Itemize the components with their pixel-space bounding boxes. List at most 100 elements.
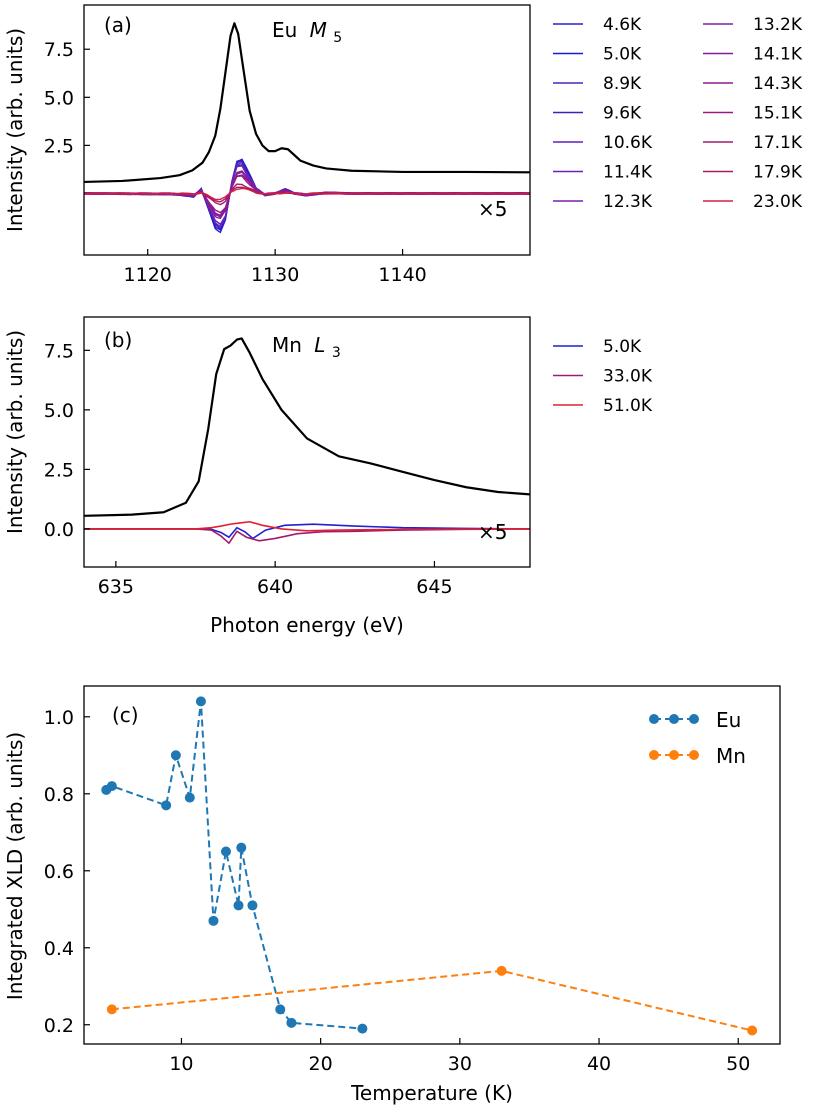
legend-label: 9.6K <box>603 104 642 124</box>
legend-item: 33.0K <box>553 367 653 387</box>
panel-c-2-xtick-label: 20 <box>309 1053 333 1075</box>
legend-label: 5.0K <box>603 337 642 357</box>
panel-c-2-xtick-label: 10 <box>169 1053 193 1075</box>
panel-b-title-sub: 3 <box>332 345 341 361</box>
legend-label: 4.6K <box>603 15 642 35</box>
data-point-Eu <box>357 1023 368 1034</box>
series-line-Mn <box>111 969 753 1032</box>
panel-c-label: (c) <box>112 703 139 727</box>
legend-label: 17.1K <box>753 133 803 153</box>
data-point-Mn <box>747 1025 758 1036</box>
panel-c-2-ytick-label: 0.2 <box>44 1015 74 1037</box>
xas-spectrum-line <box>84 337 530 517</box>
data-point-Eu <box>208 915 219 926</box>
panel-a-legend: 4.6K 5.0K 8.9K 9.6K 10.6K 11.4K 12.3K 13.2K 14.1… <box>553 15 803 212</box>
data-point-Eu <box>275 1004 286 1015</box>
panel-b-1-xtick-label: 645 <box>416 576 452 598</box>
legend-item: 5.0K <box>553 45 642 65</box>
panel-c-plot-area <box>101 696 758 1036</box>
panel-c-ticks: 10 20 30 40 50 0.2 0.4 0.6 0.8 1.0 <box>44 707 751 1075</box>
panel-b-title: Mn L 3 <box>272 333 341 361</box>
panel-c-2-xtick-label: 40 <box>587 1053 611 1075</box>
panel-c-xlabel: Temperature (K) <box>350 1081 513 1105</box>
legend-label: 23.0K <box>753 192 803 212</box>
panel-b-1-ytick-label: 2.5 <box>44 459 74 481</box>
xld-line-33.0K <box>84 528 530 545</box>
legend-item: 17.1K <box>703 133 803 153</box>
panel-c-integrated-xld: (c) 10 20 30 40 50 0.2 0.4 0.6 0.8 1.0 Integrated… <box>3 685 781 1105</box>
legend-label: 12.3K <box>603 192 653 212</box>
legend-item: 12.3K <box>553 192 653 212</box>
legend-label: 17.9K <box>753 163 803 183</box>
legend-item: 51.0K <box>553 396 653 416</box>
panel-a-title-edge: M <box>310 18 327 42</box>
legend-item: 13.2K <box>703 15 803 35</box>
legend-label: 14.1K <box>753 45 803 65</box>
panel-b-frame <box>83 316 531 568</box>
series-line-Eu <box>105 701 363 1030</box>
panel-b-1-ytick-label: 0.0 <box>44 519 74 541</box>
panel-b-plot-area <box>84 337 530 545</box>
legend-label: 14.3K <box>753 74 803 94</box>
legend-marker <box>669 750 679 760</box>
legend-marker <box>669 714 679 724</box>
panel-b-multiplier-annotation: ×5 <box>478 520 507 544</box>
panel-c-2-ytick-label: 0.6 <box>44 861 74 883</box>
panel-a-0-xtick-label: 1130 <box>251 264 299 286</box>
legend-label: 51.0K <box>603 396 653 416</box>
data-point-Mn <box>106 1004 117 1015</box>
legend-item: 14.3K <box>703 74 803 94</box>
panel-b-1-xtick-label: 635 <box>98 576 134 598</box>
legend-item: 8.9K <box>553 74 642 94</box>
panel-b-title-edge: L <box>314 333 325 357</box>
panel-b-title-element: Mn <box>272 333 302 357</box>
panel-c-2-xtick-label: 50 <box>726 1053 750 1075</box>
legend-label: Eu <box>716 708 741 732</box>
legend-item: 14.1K <box>703 45 803 65</box>
data-point-Eu <box>106 781 117 792</box>
panel-a-eu-m5: (a) Eu M 5 ×5 1120 1130 1140 2.5 5.0 7.5 Inte… <box>3 4 803 286</box>
data-point-Eu <box>247 900 258 911</box>
panel-b-mn-l3: (b) Mn L 3 ×5 635 640 645 0.0 2.5 5.0 7.5 Inte… <box>3 316 653 637</box>
legend-label: 11.4K <box>603 163 653 183</box>
panel-a-0-xtick-label: 1140 <box>378 264 426 286</box>
panel-a-plot-area <box>84 22 530 234</box>
legend-item: 4.6K <box>553 15 642 35</box>
panel-b-ylabel: Intensity (arb. units) <box>3 330 27 534</box>
panel-a-title-element: Eu <box>272 18 297 42</box>
panel-a-label: (a) <box>104 13 132 37</box>
legend-label: 33.0K <box>603 367 653 387</box>
data-point-Eu <box>286 1017 297 1028</box>
legend-marker <box>689 750 699 760</box>
panel-a-0-ytick-label: 2.5 <box>44 135 74 157</box>
panel-b-ticks: 635 640 645 0.0 2.5 5.0 7.5 <box>44 340 453 598</box>
panel-c-frame <box>83 685 781 1045</box>
panel-c-2-xtick-label: 30 <box>448 1053 472 1075</box>
data-point-Eu <box>236 842 247 853</box>
xld-line-23.0K <box>84 187 530 201</box>
legend-item: Eu <box>649 708 741 732</box>
data-point-Eu <box>170 750 181 761</box>
panel-b-label: (b) <box>104 328 132 352</box>
legend-item: 23.0K <box>703 192 803 212</box>
legend-label: Mn <box>716 744 746 768</box>
legend-label: 5.0K <box>603 45 642 65</box>
panel-b-1-ytick-label: 7.5 <box>44 340 74 362</box>
legend-item: 10.6K <box>553 133 653 153</box>
legend-item: 11.4K <box>553 163 653 183</box>
legend-item: Mn <box>649 744 746 768</box>
xld-line-51.0K <box>84 520 530 532</box>
data-point-Eu <box>184 792 195 803</box>
legend-marker <box>649 750 659 760</box>
panel-b-1-xtick-label: 640 <box>257 576 293 598</box>
legend-label: 15.1K <box>753 104 803 124</box>
legend-item: 15.1K <box>703 104 803 124</box>
data-point-Eu <box>161 800 172 811</box>
data-point-Mn <box>496 965 507 976</box>
panel-a-title-sub: 5 <box>333 30 342 46</box>
data-point-Eu <box>233 900 244 911</box>
panel-b-1-ytick-label: 5.0 <box>44 400 74 422</box>
legend-label: 8.9K <box>603 74 642 94</box>
legend-marker <box>649 714 659 724</box>
